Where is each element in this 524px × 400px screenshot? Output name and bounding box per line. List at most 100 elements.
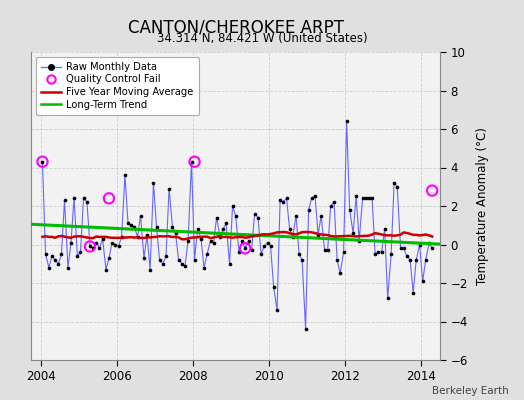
Point (184, 238, 192, 244)
Point (152, 224, 161, 230)
Point (343, 118, 351, 124)
Point (210, 239, 218, 246)
Point (399, 245, 408, 252)
Point (51, 257, 59, 263)
Point (203, 251, 211, 257)
Legend: Raw Monthly Data, Quality Control Fail, Five Year Moving Average, Long-Term Tren: Raw Monthly Data, Quality Control Fail, … (37, 57, 199, 114)
Point (111, 241, 119, 248)
Point (54, 260, 63, 267)
Point (241, 245, 249, 252)
Point (308, 195, 316, 202)
Point (83, 199, 91, 205)
Point (86, 243, 94, 250)
Point (374, 249, 383, 255)
Point (301, 326, 310, 332)
Point (187, 158, 195, 165)
Point (117, 234, 126, 240)
Point (114, 243, 123, 250)
Point (168, 224, 177, 230)
Point (412, 257, 420, 263)
Point (171, 230, 180, 236)
Point (193, 226, 202, 232)
Point (238, 238, 246, 244)
Point (419, 278, 427, 284)
Point (190, 158, 199, 165)
Point (79, 195, 88, 202)
Point (190, 257, 199, 263)
Point (38, 158, 47, 165)
Point (336, 270, 344, 276)
Point (244, 238, 253, 244)
Point (228, 203, 237, 209)
Point (371, 251, 379, 257)
Point (317, 212, 325, 219)
Point (200, 264, 208, 271)
Point (358, 195, 367, 202)
Point (45, 264, 53, 271)
Point (102, 266, 110, 273)
Point (333, 257, 341, 263)
Point (260, 243, 268, 250)
Point (216, 234, 224, 240)
Point (92, 239, 101, 246)
Point (330, 199, 339, 205)
Point (48, 253, 56, 259)
Point (362, 195, 370, 202)
Point (99, 236, 107, 242)
Point (133, 234, 141, 240)
Point (162, 253, 170, 259)
Point (380, 226, 389, 232)
Point (41, 251, 50, 257)
Point (197, 236, 205, 242)
Point (292, 212, 300, 219)
Point (235, 249, 243, 255)
Point (390, 180, 398, 186)
Title: CANTON/CHEROKEE ARPT: CANTON/CHEROKEE ARPT (128, 18, 344, 36)
Point (254, 214, 262, 221)
Point (276, 197, 285, 204)
Point (136, 212, 145, 219)
Point (108, 239, 116, 246)
Point (57, 251, 66, 257)
Point (89, 245, 97, 252)
Point (149, 180, 158, 186)
Point (178, 260, 186, 267)
Point (304, 207, 313, 213)
Point (282, 195, 291, 202)
Point (340, 249, 348, 255)
Point (355, 238, 363, 244)
Point (266, 243, 275, 250)
Point (181, 262, 189, 269)
Point (247, 247, 256, 254)
Point (105, 255, 113, 261)
Point (314, 232, 322, 238)
Point (349, 230, 357, 236)
Point (365, 195, 373, 202)
Point (323, 247, 332, 254)
Point (257, 251, 265, 257)
Point (156, 257, 164, 263)
Point (273, 307, 281, 313)
Point (377, 249, 386, 255)
Point (73, 253, 82, 259)
Point (64, 264, 72, 271)
Text: 34.314 N, 84.421 W (United States): 34.314 N, 84.421 W (United States) (157, 32, 367, 45)
Point (206, 238, 215, 244)
Point (130, 224, 139, 230)
Point (67, 239, 75, 246)
Point (428, 245, 436, 252)
Point (387, 251, 395, 257)
Point (264, 239, 272, 246)
Point (124, 220, 132, 226)
Point (397, 245, 405, 252)
Point (38, 158, 47, 165)
Point (70, 195, 78, 202)
Point (60, 197, 69, 204)
Point (219, 226, 227, 232)
Point (279, 199, 287, 205)
Point (127, 222, 135, 228)
Text: Berkeley Earth: Berkeley Earth (432, 386, 508, 396)
Point (105, 195, 113, 202)
Point (212, 214, 221, 221)
Point (298, 257, 307, 263)
